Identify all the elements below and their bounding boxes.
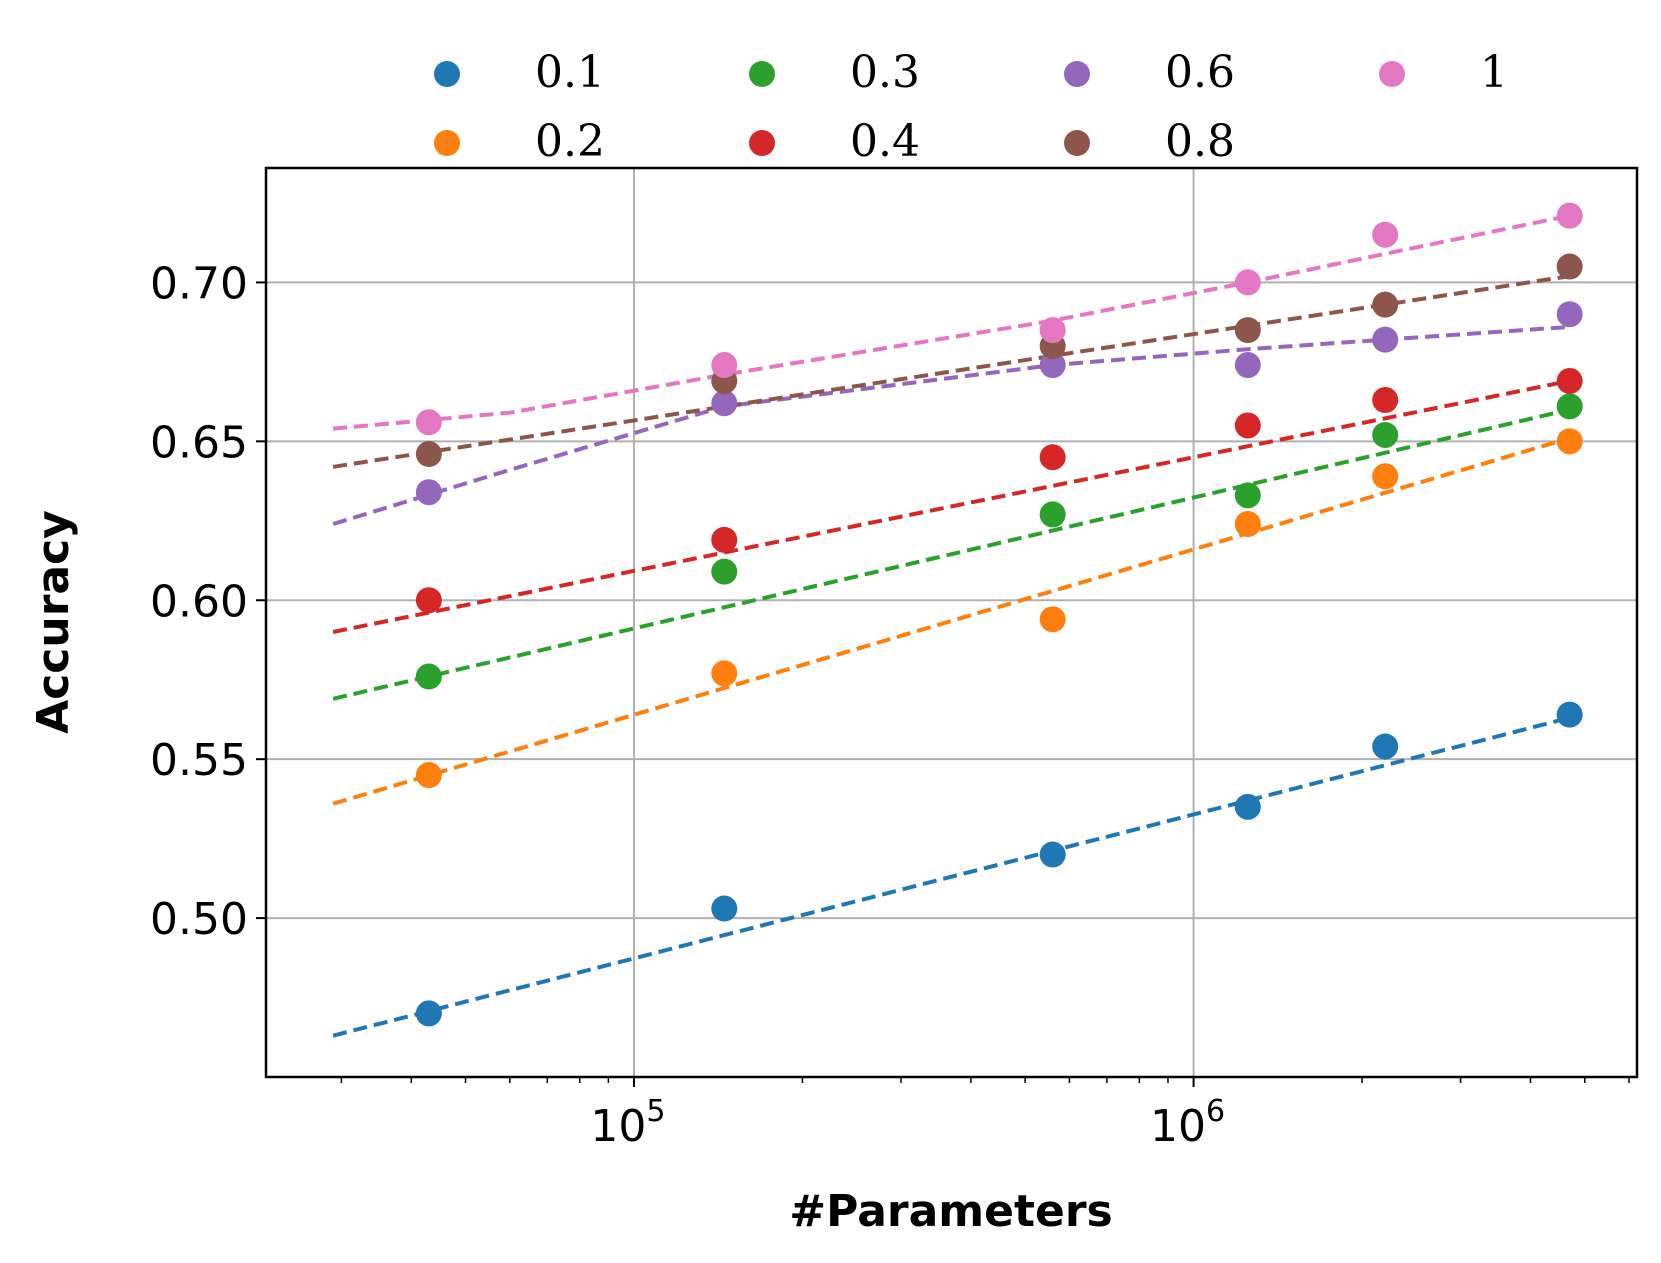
point-0.1: [711, 895, 738, 922]
point-0.1: [1372, 733, 1399, 760]
point-0.1: [415, 1000, 442, 1027]
legend: 0.1 0.2 0.3 0.4 0.6 0.8 1: [434, 47, 1508, 167]
point-0.3: [1039, 501, 1066, 528]
point-0.8: [1372, 291, 1399, 318]
plot-area-frame: [264, 166, 1639, 1079]
point-0.6: [711, 390, 738, 417]
point-0.3: [1234, 482, 1261, 509]
point-0.3: [415, 663, 442, 690]
point-0.3: [1372, 421, 1399, 448]
legend-label: 0.1: [535, 47, 605, 98]
legend-marker: [1379, 61, 1405, 87]
legend-marker: [1064, 61, 1090, 87]
legend-marker: [1064, 130, 1090, 156]
legend-label: 0.2: [535, 116, 605, 167]
point-0.2: [415, 762, 442, 789]
fit-line-0.3: [332, 407, 1571, 701]
point-0.2: [1039, 606, 1066, 633]
point-0.2: [711, 660, 738, 687]
point-0.4: [1372, 387, 1399, 414]
point-0.1: [1039, 841, 1066, 868]
fit-line-0.1: [332, 715, 1571, 1038]
legend-entry: 0.4: [749, 116, 920, 167]
data-points: [415, 202, 1583, 1027]
fit-line-0.2: [332, 436, 1571, 806]
y-tick-label: 0.60: [150, 576, 248, 627]
point-0.8: [1234, 317, 1261, 344]
point-0.6: [1556, 301, 1583, 328]
legend-entry: 0.3: [749, 47, 920, 98]
grid-lines: [266, 168, 1637, 1077]
legend-entry: 0.6: [1064, 47, 1235, 98]
y-tick-label: 0.65: [150, 417, 248, 468]
point-0.4: [1234, 412, 1261, 439]
legend-entry: 0.8: [1064, 116, 1235, 167]
point-1: [1234, 269, 1261, 296]
point-0.2: [1372, 463, 1399, 490]
y-axis-ticks: 0.50 0.55 0.60 0.65 0.70: [150, 258, 266, 945]
point-0.4: [1556, 367, 1583, 394]
point-0.4: [711, 526, 738, 553]
legend-label: 0.4: [850, 116, 920, 167]
y-tick-label: 0.70: [150, 258, 248, 309]
point-0.8: [415, 441, 442, 468]
legend-marker: [434, 130, 460, 156]
legend-entry: 1: [1379, 47, 1508, 98]
point-1: [711, 352, 738, 379]
point-0.8: [1556, 253, 1583, 280]
point-1: [1039, 317, 1066, 344]
x-axis-label: #Parameters: [789, 1186, 1112, 1237]
point-0.6: [1372, 326, 1399, 353]
fit-line-1: [332, 213, 1571, 431]
point-0.2: [1556, 428, 1583, 455]
y-tick-label: 0.50: [150, 894, 248, 945]
point-0.4: [415, 587, 442, 614]
legend-marker: [749, 61, 775, 87]
legend-entry: 0.2: [434, 116, 605, 167]
fit-line-0.8: [332, 274, 1571, 469]
point-0.6: [415, 479, 442, 506]
legend-label: 0.8: [1165, 116, 1235, 167]
point-0.2: [1234, 510, 1261, 537]
point-0.1: [1556, 701, 1583, 728]
point-0.6: [1234, 352, 1261, 379]
point-0.1: [1234, 793, 1261, 820]
legend-label: 0.3: [850, 47, 920, 98]
y-axis-label: Accuracy: [28, 510, 79, 734]
legend-label: 1: [1480, 47, 1508, 98]
point-0.4: [1039, 444, 1066, 471]
point-0.6: [1039, 352, 1066, 379]
fit-line-0.4: [332, 378, 1571, 634]
point-0.3: [1556, 393, 1583, 420]
legend-label: 0.6: [1165, 47, 1235, 98]
point-0.3: [711, 558, 738, 585]
point-1: [415, 409, 442, 436]
y-tick-label: 0.55: [150, 735, 248, 786]
point-1: [1372, 221, 1399, 248]
legend-marker: [749, 130, 775, 156]
legend-marker: [434, 61, 460, 87]
legend-entry: 0.1: [434, 47, 605, 98]
point-1: [1556, 202, 1583, 229]
